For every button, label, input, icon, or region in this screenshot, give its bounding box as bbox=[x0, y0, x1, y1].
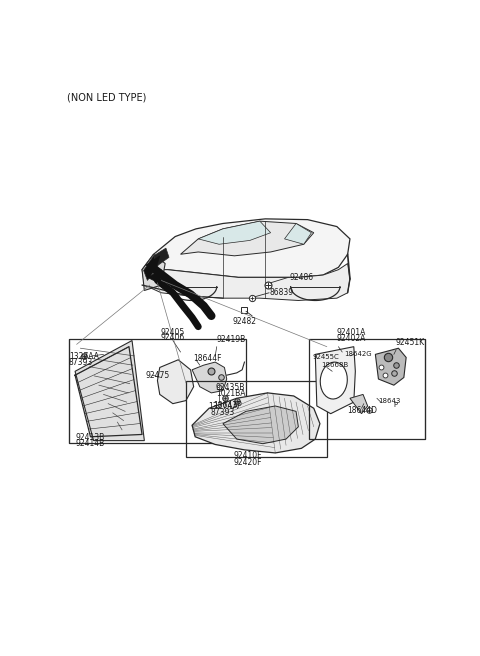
Polygon shape bbox=[223, 406, 299, 443]
Text: 18644D: 18644D bbox=[348, 406, 378, 415]
Text: 92482: 92482 bbox=[232, 318, 256, 327]
Text: 18644F: 18644F bbox=[193, 354, 222, 363]
Text: 92451K: 92451K bbox=[396, 338, 424, 346]
Text: 92414B: 92414B bbox=[75, 439, 104, 448]
Bar bbox=[69, 339, 246, 443]
Text: 1327AA: 1327AA bbox=[69, 352, 99, 361]
Text: 92435B: 92435B bbox=[216, 383, 245, 392]
Polygon shape bbox=[192, 393, 320, 453]
Text: 92413B: 92413B bbox=[75, 433, 104, 442]
Text: 18643: 18643 bbox=[378, 398, 401, 404]
Text: 92410F: 92410F bbox=[233, 451, 262, 461]
Text: 92401A: 92401A bbox=[337, 327, 366, 337]
Bar bbox=[309, 339, 425, 439]
Text: 86839: 86839 bbox=[270, 288, 294, 297]
Polygon shape bbox=[375, 348, 406, 385]
Polygon shape bbox=[142, 255, 165, 291]
Polygon shape bbox=[147, 270, 161, 283]
Text: 18642G: 18642G bbox=[345, 350, 372, 356]
Polygon shape bbox=[285, 224, 312, 244]
Text: 92419B: 92419B bbox=[217, 335, 246, 344]
Text: 92405: 92405 bbox=[161, 327, 185, 337]
Polygon shape bbox=[144, 256, 158, 281]
Polygon shape bbox=[154, 248, 169, 265]
Bar bbox=[186, 381, 327, 457]
Text: 87393: 87393 bbox=[69, 358, 93, 367]
Polygon shape bbox=[142, 264, 350, 300]
Text: P: P bbox=[394, 402, 398, 408]
Polygon shape bbox=[315, 346, 355, 414]
Text: 1327AA: 1327AA bbox=[208, 402, 238, 411]
Text: 87393: 87393 bbox=[211, 408, 235, 417]
Text: (NON LED TYPE): (NON LED TYPE) bbox=[67, 92, 147, 102]
Text: 18643P: 18643P bbox=[214, 401, 242, 409]
Polygon shape bbox=[350, 394, 368, 414]
Text: 18668B: 18668B bbox=[322, 362, 348, 368]
Text: 92402A: 92402A bbox=[337, 334, 366, 343]
Polygon shape bbox=[146, 256, 160, 271]
Polygon shape bbox=[192, 362, 227, 393]
Text: 92486: 92486 bbox=[289, 273, 313, 282]
Text: 92406: 92406 bbox=[161, 333, 185, 342]
Polygon shape bbox=[198, 221, 271, 244]
Text: 92475: 92475 bbox=[146, 371, 170, 380]
Text: 1021BA: 1021BA bbox=[216, 389, 245, 398]
Text: 92420F: 92420F bbox=[233, 458, 262, 466]
Polygon shape bbox=[75, 340, 144, 441]
Polygon shape bbox=[142, 219, 350, 277]
Polygon shape bbox=[157, 359, 193, 403]
Ellipse shape bbox=[320, 362, 348, 399]
Polygon shape bbox=[180, 221, 314, 256]
Text: 92455C: 92455C bbox=[312, 354, 339, 360]
